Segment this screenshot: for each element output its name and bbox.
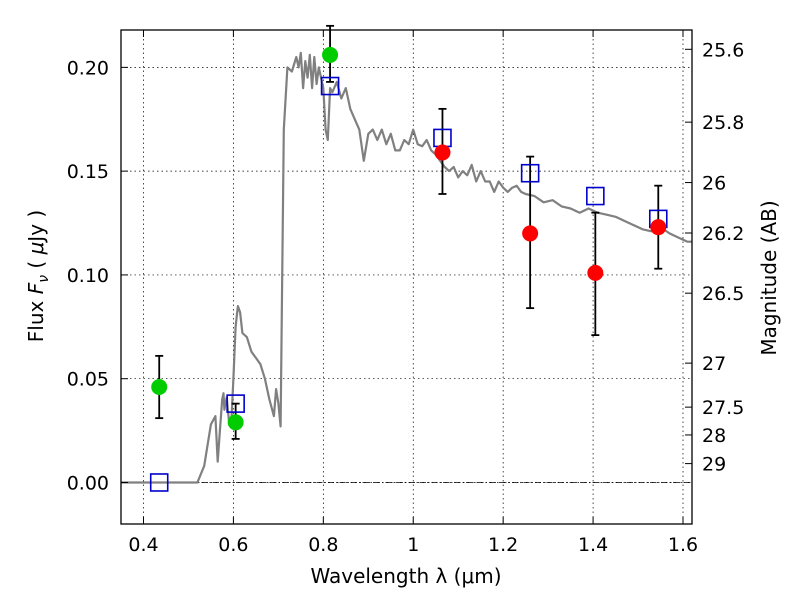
y-tick-label: 0.10 [67, 265, 109, 287]
x-tick-label: 0.8 [308, 534, 338, 556]
x-tick-label: 0.4 [128, 534, 158, 556]
x-axis-label: Wavelength λ (μm) [310, 564, 501, 588]
x-tick-label: 0.6 [218, 534, 248, 556]
observed-flux-point [151, 379, 168, 396]
y2-tick-label: 29 [702, 454, 726, 476]
model-photometry-square [149, 473, 169, 492]
y-tick-label: 0.00 [67, 472, 109, 494]
observed-flux-point [322, 46, 339, 63]
error-bars [155, 24, 663, 440]
y2-tick-label: 26 [702, 173, 726, 195]
y-axis-label: Flux Fν ( μJy ) [24, 210, 52, 342]
observed-flux-point [650, 219, 667, 236]
y2-tick-label: 28 [702, 425, 726, 447]
model-photometry-square [520, 163, 540, 183]
x-tick-label: 1 [407, 534, 419, 556]
x-tick-label: 1.2 [488, 534, 518, 556]
y2-tick-label: 27 [702, 353, 726, 375]
observed-flux-point [587, 264, 604, 281]
y-tick-label: 0.20 [67, 57, 109, 79]
model-spectrum-line [121, 51, 692, 484]
y-tick-label: 0.15 [67, 161, 109, 183]
x-tick-label: 1.4 [578, 534, 608, 556]
model-photometry-square [586, 186, 605, 206]
x-tick-label: 1.6 [668, 534, 698, 556]
data-markers [149, 46, 668, 492]
y-tick-label: 0.05 [67, 369, 109, 391]
y2-tick-label: 26.5 [702, 283, 744, 305]
y2-tick-label: 25.8 [702, 112, 744, 134]
observed-flux-point [434, 144, 451, 161]
model-spectrum [121, 51, 692, 484]
model-photometry-square [320, 76, 340, 96]
y2-axis-label: Magnitude (AB) [757, 200, 781, 355]
y2-tick-label: 25.6 [702, 39, 744, 61]
plot-frame [120, 29, 693, 525]
observed-flux-point [522, 225, 539, 242]
axis-ticks: 0.4 0.6 0.8 1 1.2 1.4 1.6 0.00 0.05 0.10 0.15 0.20 2… [67, 30, 744, 556]
model-photometry-square [226, 394, 245, 413]
y2-tick-label: 27.5 [702, 397, 744, 419]
y2-tick-label: 26.2 [702, 223, 744, 245]
observed-flux-point [227, 414, 244, 431]
